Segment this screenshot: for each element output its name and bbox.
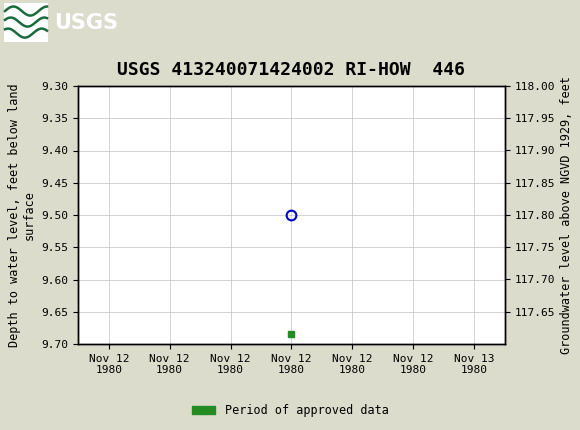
Text: USGS: USGS (54, 13, 118, 33)
Y-axis label: Depth to water level, feet below land
surface: Depth to water level, feet below land su… (8, 83, 36, 347)
Title: USGS 413240071424002 RI-HOW  446: USGS 413240071424002 RI-HOW 446 (118, 61, 466, 79)
Y-axis label: Groundwater level above NGVD 1929, feet: Groundwater level above NGVD 1929, feet (560, 76, 574, 354)
Bar (4, 3, 48, 42)
Legend: Period of approved data: Period of approved data (187, 399, 393, 422)
